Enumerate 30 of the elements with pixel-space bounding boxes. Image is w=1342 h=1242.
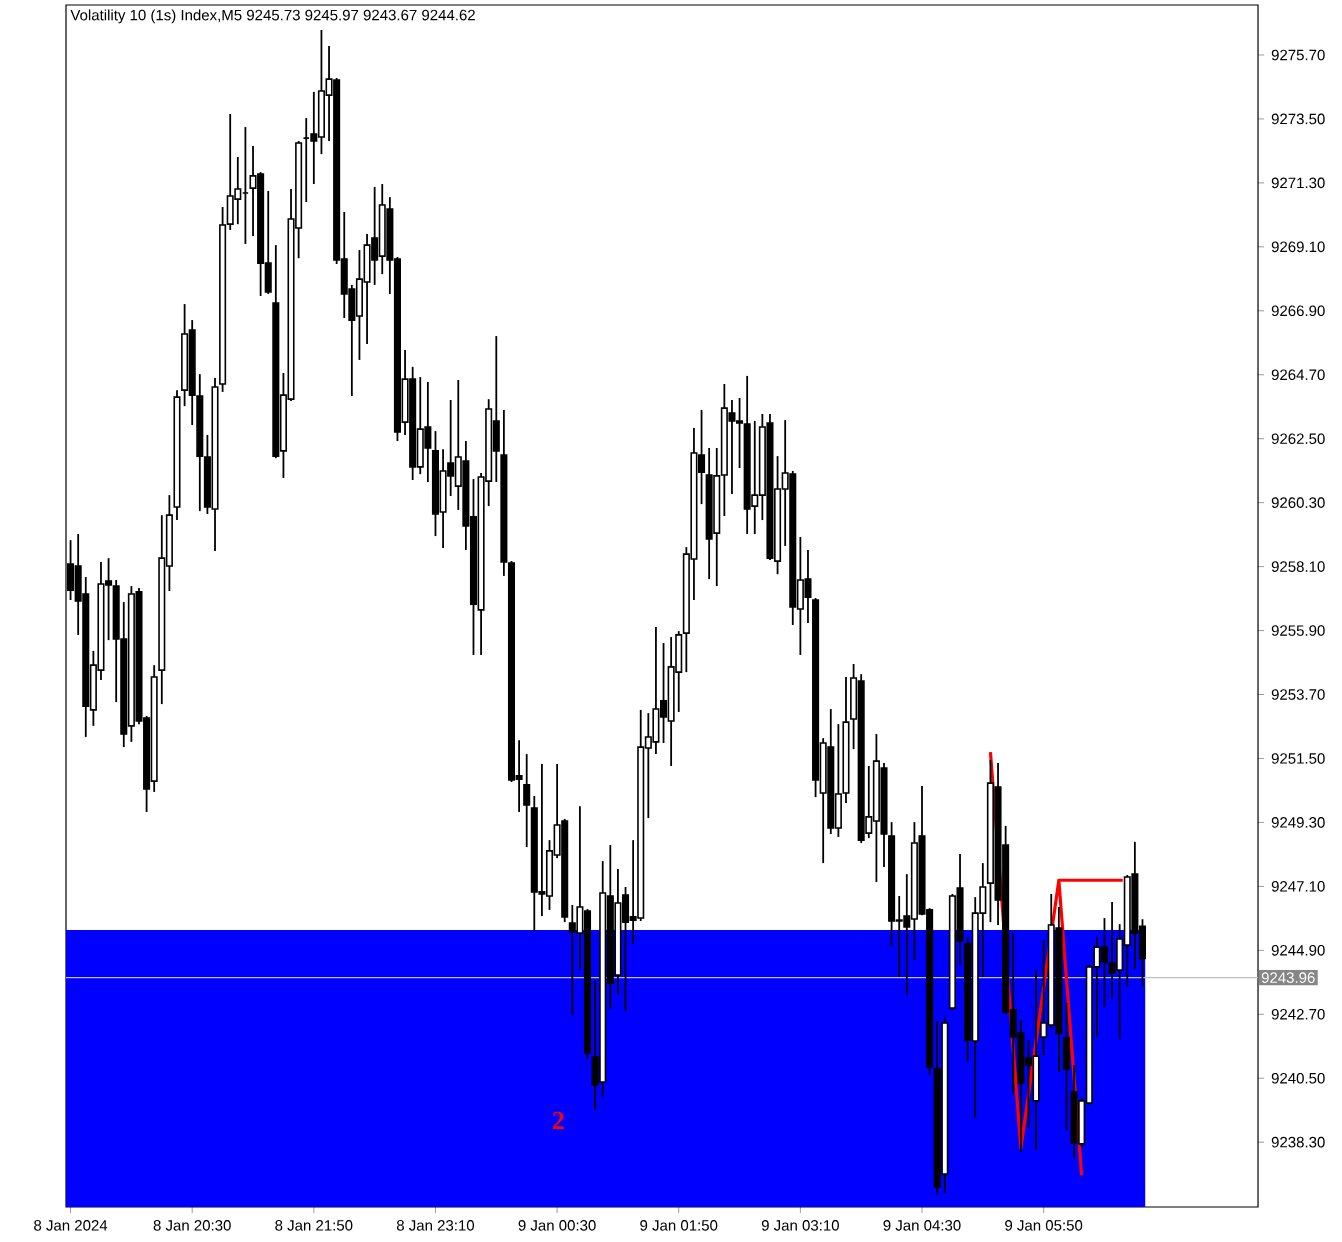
y-tick-label: 9273.50 xyxy=(1271,113,1325,125)
x-tick-label: 9 Jan 04:30 xyxy=(883,1220,961,1231)
x-tick-label: 8 Jan 20:30 xyxy=(153,1220,231,1231)
y-tick-label: 9262.50 xyxy=(1271,433,1325,445)
y-tick-label: 9266.90 xyxy=(1271,305,1325,317)
annotation: 2 xyxy=(552,1111,564,1130)
y-tick-label: 9258.10 xyxy=(1271,561,1325,572)
x-tick-label: 9 Jan 03:10 xyxy=(761,1220,839,1231)
y-tick-label: 9244.90 xyxy=(1271,945,1325,956)
y-tick-label: 9255.90 xyxy=(1271,625,1325,636)
y-tick-label: 9264.70 xyxy=(1271,369,1325,381)
ref-line-label: 9243.96 xyxy=(1261,972,1315,983)
y-tick-label: 9260.30 xyxy=(1271,497,1325,508)
y-tick-label: 9251.50 xyxy=(1271,753,1325,764)
y-tick-label: 9240.50 xyxy=(1271,1072,1325,1084)
y-tick-label: 9242.70 xyxy=(1271,1008,1325,1020)
y-tick-label: 9238.30 xyxy=(1271,1136,1325,1148)
y-tick-label: 9269.10 xyxy=(1271,241,1325,253)
y-tick-label: 9271.30 xyxy=(1271,177,1325,189)
y-tick-label: 9247.10 xyxy=(1271,881,1325,892)
y-tick-label: 9249.30 xyxy=(1271,817,1325,828)
y-tick-label: 9253.70 xyxy=(1271,689,1325,700)
x-tick-label: 9 Jan 05:50 xyxy=(1005,1220,1083,1231)
chart-title: Volatility 10 (1s) Index,M5 9245.73 9245.97 9243.67 9244.62 xyxy=(70,9,475,24)
y-tick-label: 9275.70 xyxy=(1271,49,1325,61)
x-tick-label: 8 Jan 21:50 xyxy=(275,1220,353,1231)
x-tick-label: 9 Jan 00:30 xyxy=(518,1220,596,1231)
x-tick-label: 8 Jan 2024 xyxy=(34,1220,108,1231)
x-tick-label: 8 Jan 23:10 xyxy=(396,1220,475,1231)
x-tick-label: 9 Jan 01:50 xyxy=(640,1220,718,1231)
